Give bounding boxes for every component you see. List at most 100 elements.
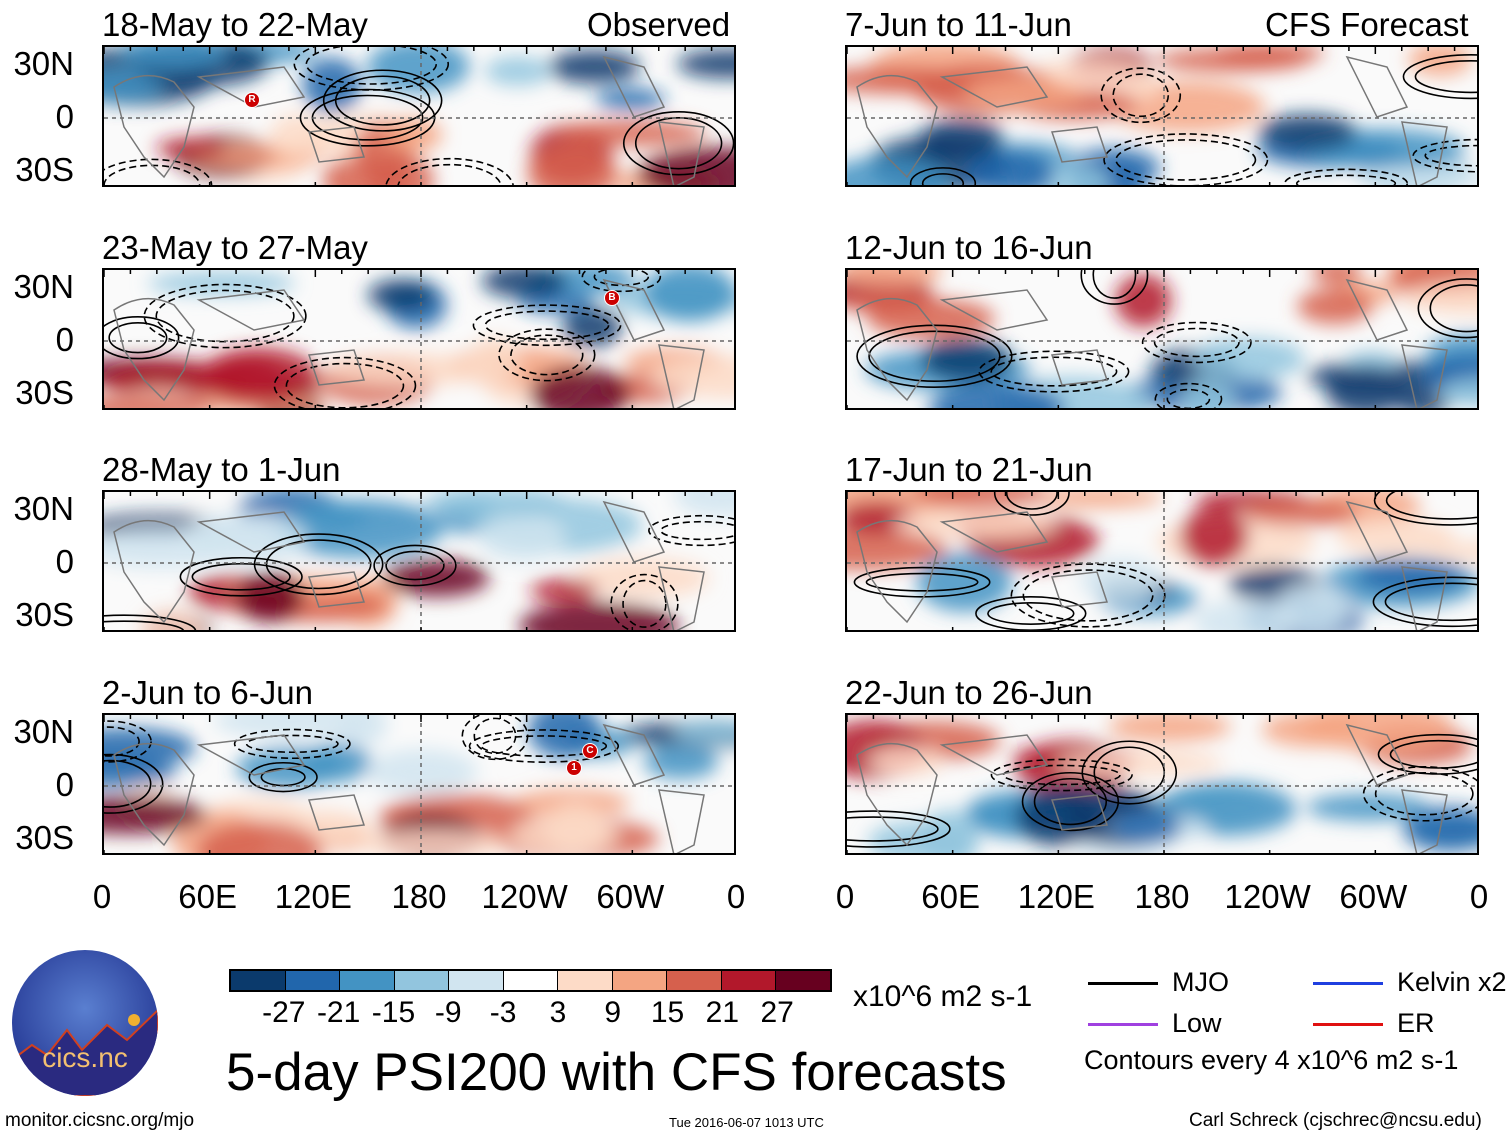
- contour-line: [1154, 382, 1223, 408]
- lon-label: 0: [1469, 878, 1489, 915]
- contour-line: [909, 167, 977, 185]
- lon-label: 60E: [921, 878, 981, 915]
- contour-line: [1389, 739, 1477, 769]
- lon-label: 0: [726, 878, 746, 915]
- contour-line: [472, 304, 622, 347]
- lon-label: 60W: [596, 878, 665, 915]
- contour-line: [373, 544, 457, 587]
- contour-line: [248, 761, 318, 793]
- contour-line: [498, 328, 596, 382]
- contour-line: [285, 362, 405, 408]
- map-panel-left-1: R: [102, 45, 736, 187]
- footer-author: Carl Schreck (cjschrec@ncsu.edu): [1189, 1110, 1482, 1131]
- anomaly-shading: [847, 715, 1477, 853]
- storm-marker: C: [582, 743, 598, 759]
- contour-line: [1002, 764, 1121, 786]
- colorbar-swatch: [503, 971, 559, 990]
- colorbar-units: x10^6 m2 s-1: [853, 980, 1033, 1013]
- contour-line: [1115, 139, 1257, 181]
- coastlines: [113, 55, 705, 185]
- contour-line: [847, 816, 939, 842]
- panel-title: 12-Jun to 16-Jun: [845, 229, 1093, 266]
- contour-line: [1022, 569, 1154, 622]
- contour-line: [993, 492, 1070, 516]
- lon-label: 120W: [1224, 878, 1311, 915]
- contour-line: [1372, 576, 1477, 628]
- colorbar-label: -9: [434, 996, 462, 1029]
- legend-line-kelvin: [1313, 982, 1383, 985]
- storm-marker: B: [604, 290, 620, 306]
- contour-line: [104, 614, 197, 630]
- lat-label: 0: [55, 321, 74, 358]
- contour-line: [305, 47, 437, 85]
- contour-line: [484, 310, 610, 341]
- contour-line: [293, 47, 449, 91]
- contour-line: [461, 715, 529, 761]
- lat-label: 0: [55, 98, 74, 135]
- coastlines: [113, 278, 705, 408]
- contour-line: [1429, 284, 1477, 333]
- colorbar-swatch: [721, 971, 777, 990]
- contour-note: Contours every 4 x10^6 m2 s-1: [1084, 1045, 1459, 1075]
- contour-line: [1424, 144, 1477, 167]
- contour-line: [104, 726, 140, 757]
- colorbar-swatch: [231, 971, 286, 990]
- contour-line: [1010, 563, 1166, 628]
- contour-line: [610, 573, 679, 630]
- legend-line-mjo: [1088, 982, 1158, 985]
- panel-title: 22-Jun to 26-Jun: [845, 674, 1093, 711]
- colorbar-swatch: [558, 971, 613, 990]
- contour-line: [975, 595, 1087, 630]
- contour-line: [1112, 73, 1170, 118]
- lat-label: 30N: [13, 713, 74, 750]
- colorbar-swatch: [612, 971, 668, 990]
- contour-line: [397, 163, 502, 185]
- colorbar-label: 9: [604, 996, 622, 1029]
- storm-marker: 1: [566, 760, 582, 776]
- contour-line: [987, 601, 1075, 625]
- contour-line: [245, 734, 339, 754]
- contour-line: [322, 69, 443, 132]
- coastlines: [856, 278, 1448, 408]
- contour-line: [108, 321, 168, 354]
- contour-line: [273, 356, 417, 408]
- colorbar-swatch: [340, 971, 395, 990]
- contour-line: [179, 556, 303, 597]
- lon-label: 120W: [481, 878, 568, 915]
- lon-label: 0: [92, 878, 112, 915]
- lon-label: 180: [391, 878, 447, 915]
- contour-line: [104, 315, 180, 360]
- coastlines: [856, 500, 1448, 630]
- contour-line: [990, 758, 1133, 792]
- map-panel-left-3: [102, 490, 736, 632]
- lat-label: 30S: [15, 151, 74, 188]
- anomaly-shading: [104, 47, 734, 185]
- map-panel-right-2: [845, 268, 1479, 410]
- colorbar-swatch: [449, 971, 504, 990]
- contour-line: [1414, 60, 1477, 94]
- lat-label: 30S: [15, 596, 74, 633]
- map-panel-right-1: [845, 45, 1479, 187]
- observed-header: Observed: [587, 6, 731, 43]
- footer-timestamp: Tue 2016-06-07 1013 UTC: [669, 1115, 824, 1130]
- contour-line: [856, 324, 1013, 388]
- footer-url[interactable]: monitor.cicsnc.org/mjo: [5, 1110, 195, 1131]
- lat-label: 30S: [15, 374, 74, 411]
- contour-line: [1417, 278, 1477, 339]
- contour-line: [847, 810, 951, 848]
- contour-line: [385, 550, 445, 581]
- contour-line: [1402, 54, 1477, 100]
- contour-line: [265, 539, 372, 590]
- contour-line: [510, 334, 584, 376]
- contour-line: [921, 173, 965, 185]
- contour-line: [660, 520, 734, 541]
- colorbar-label: 27: [760, 996, 794, 1029]
- legend-label: ER: [1397, 1008, 1435, 1038]
- contour-line: [1153, 327, 1240, 358]
- contour-line: [1021, 771, 1120, 832]
- logo-text: cics.nc: [42, 1042, 128, 1073]
- colorbar-swatch: [285, 971, 341, 990]
- storm-marker: R: [244, 92, 260, 108]
- lon-label: 120E: [274, 878, 352, 915]
